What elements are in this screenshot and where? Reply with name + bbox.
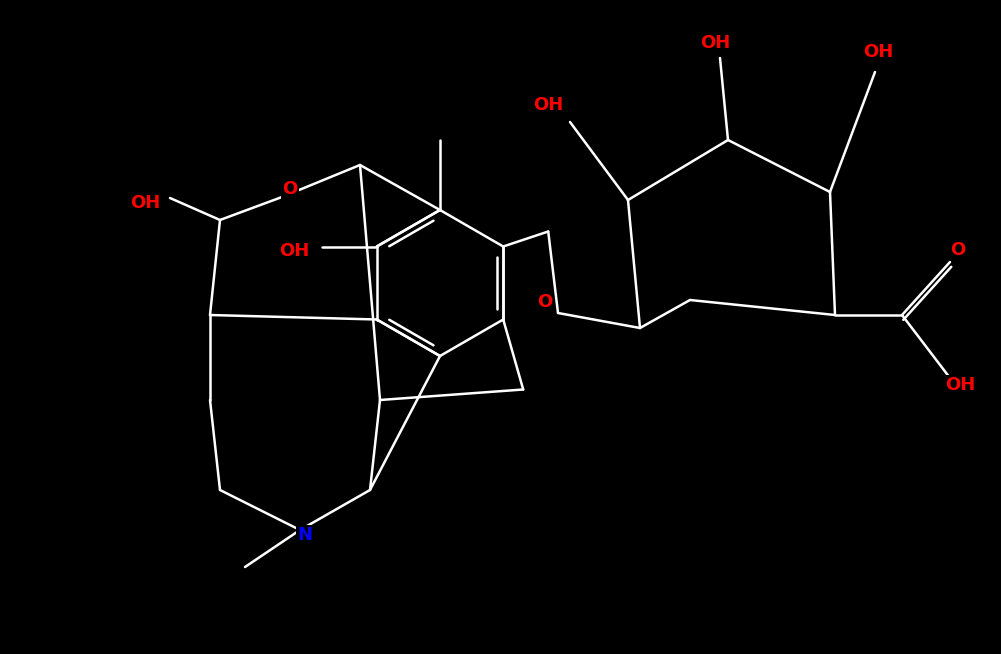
Text: O: O <box>538 293 553 311</box>
Text: OH: OH <box>863 43 893 61</box>
Text: OH: OH <box>278 243 309 260</box>
Text: O: O <box>282 180 297 198</box>
Text: OH: OH <box>700 34 730 52</box>
Text: N: N <box>297 526 312 544</box>
Text: OH: OH <box>130 194 160 212</box>
Text: OH: OH <box>945 376 975 394</box>
Text: O: O <box>950 241 966 259</box>
Text: OH: OH <box>533 96 564 114</box>
